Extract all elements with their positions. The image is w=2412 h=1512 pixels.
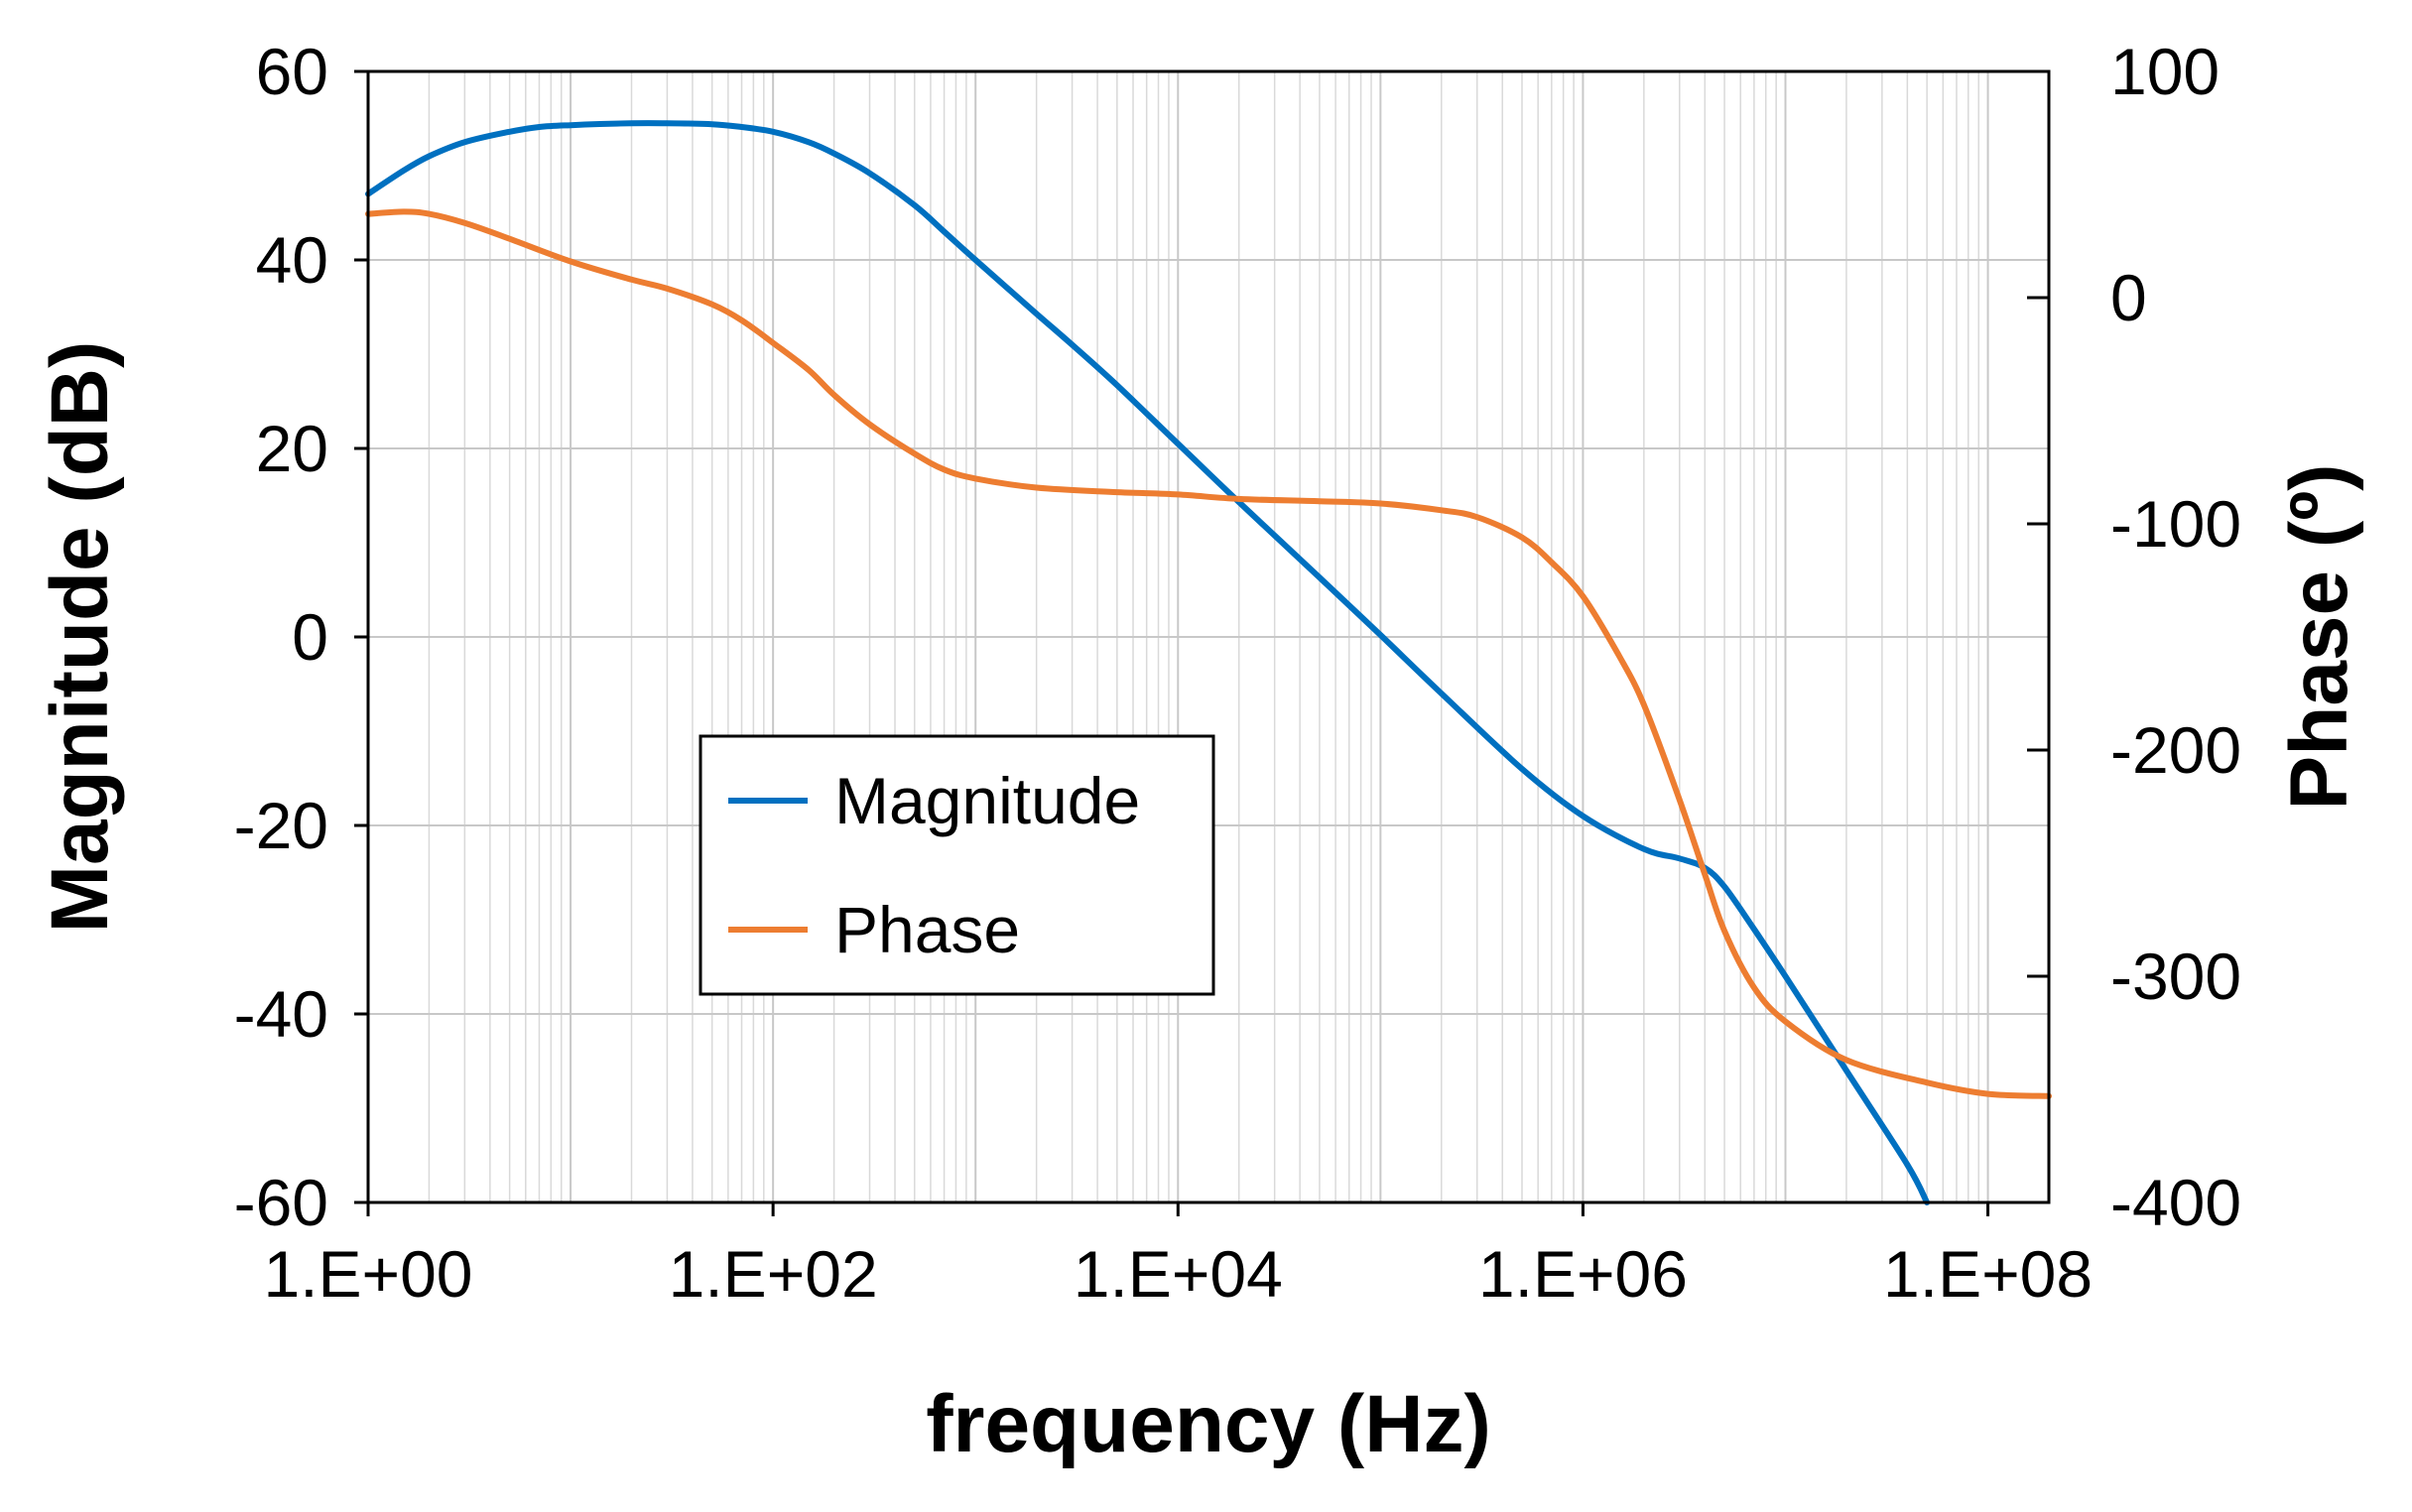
y-axis-title: Magnitude (dB) [35,341,125,934]
y-tick-label: 60 [256,35,328,108]
x-tick-label: 1.E+08 [1883,1237,2093,1311]
y2-tick-label: -400 [2110,1166,2241,1239]
series-line-phase [365,208,2052,1099]
y2-axis-title: Phase (º) [2274,464,2364,811]
series-line-magnitude [365,120,1931,1205]
x-axis-title: frequency (Hz) [926,1379,1491,1469]
y-tick-label: 40 [256,223,328,297]
x-tick-label: 1.E+00 [263,1237,472,1311]
y-tick-label: -60 [234,1166,328,1239]
grid-layer [368,71,2049,1202]
legend-box [698,734,1215,996]
legend-label-magnitude: Magnitude [834,764,1140,837]
legend: Magnitude Phase [698,734,1215,996]
y-tick-label: 0 [292,600,328,674]
tick-mark-layer [354,69,2049,1216]
y-tick-label: 20 [256,412,328,485]
x-tick-label: 1.E+04 [1074,1237,1283,1311]
x-tick-label: 1.E+06 [1478,1237,1688,1311]
y2-tick-label: 0 [2110,261,2147,334]
tick-label-layer: 1.E+00 1.E+02 1.E+04 1.E+06 1.E+08 60 40 20 0 -20… [234,35,2242,1311]
legend-label-phase: Phase [834,893,1020,966]
y2-tick-label: -100 [2110,487,2241,561]
y2-tick-label: -200 [2110,713,2241,787]
y-tick-label: -40 [234,977,328,1051]
series-layer [365,120,2052,1205]
y-tick-label: -20 [234,789,328,862]
y2-tick-label: 100 [2110,35,2220,108]
y2-tick-label: -300 [2110,940,2241,1013]
x-tick-label: 1.E+02 [669,1237,878,1311]
plot-frame [366,69,2051,1204]
